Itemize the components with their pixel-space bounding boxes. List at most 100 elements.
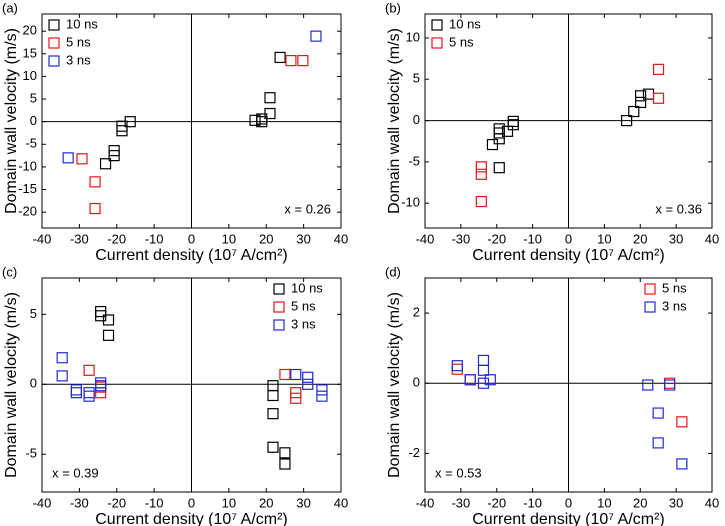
marker (475, 168, 487, 180)
y-tick-label: -10 (18, 158, 37, 173)
x-tick-label: -20 (107, 231, 126, 246)
marker (486, 138, 499, 151)
x-tick-label: -40 (416, 495, 435, 510)
marker (475, 161, 487, 173)
panel-label: (a) (2, 0, 18, 15)
marker (501, 125, 514, 137)
x-tick-label: -20 (107, 495, 126, 510)
marker (267, 389, 279, 402)
annotation: x = 0.39 (52, 465, 99, 480)
legend-marker (644, 301, 656, 313)
x-tick-label: -30 (70, 231, 89, 246)
marker (102, 314, 115, 326)
panel-label: (d) (385, 264, 401, 279)
x-tick-label: -20 (487, 495, 506, 510)
legend-marker (644, 283, 656, 295)
x-tick-label: 10 (222, 231, 236, 246)
y-tick-label: -5 (408, 153, 420, 168)
x-tick-label: -40 (33, 231, 52, 246)
marker (99, 158, 112, 170)
marker (664, 379, 676, 391)
marker (621, 114, 633, 127)
annotation: x = 0.36 (655, 201, 702, 216)
legend-label: 3 ns (66, 52, 91, 67)
x-tick-label: 10 (597, 231, 611, 246)
marker (484, 374, 496, 386)
y-tick-label: 5 (30, 306, 37, 321)
legend-label: 5 ns (449, 34, 474, 49)
x-tick-label: 20 (259, 495, 273, 510)
panel: -40 -30 -20 -10 0 10 20 30 40 -20 -15 -10 -5 0 5 10 15 20… (2, 0, 348, 264)
x-tick-label: -30 (451, 495, 470, 510)
marker (279, 458, 291, 470)
marker (652, 63, 665, 75)
y-tick-label: -20 (18, 204, 37, 219)
legend-marker (273, 319, 285, 331)
y-tick-label: 2 (413, 305, 420, 320)
y-axis-label: Domain wall velocity (m/s) (386, 292, 403, 478)
y-tick-label: -10 (401, 195, 420, 210)
legend-marker (48, 19, 60, 31)
marker (279, 368, 291, 381)
legend-marker (431, 19, 443, 31)
y-tick-label: 5 (413, 71, 420, 86)
marker (507, 115, 519, 128)
marker (316, 390, 328, 402)
panel: -40 -30 -20 -10 0 10 20 30 40 -5 0 5 Current density… (2, 264, 348, 526)
marker (56, 352, 68, 364)
legend-label: 10 ns (291, 280, 323, 295)
y-tick-label: 0 (30, 376, 37, 391)
legend-label: 10 ns (449, 16, 481, 31)
marker (89, 202, 101, 215)
marker (451, 363, 463, 375)
legend-marker (273, 283, 285, 295)
y-tick-label: 10 (406, 29, 420, 44)
annotation: x = 0.26 (284, 201, 331, 216)
marker (290, 368, 302, 381)
y-axis-label: Domain wall velocity (m/s) (386, 28, 403, 214)
x-tick-label: 40 (705, 495, 719, 510)
y-tick-label: 20 (23, 23, 37, 38)
x-axis-label: Current density (10⁷ A/cm²) (472, 247, 665, 264)
marker (297, 55, 309, 67)
marker (102, 329, 115, 341)
legend-label: 5 ns (662, 280, 687, 295)
y-tick-label: -2 (408, 445, 420, 460)
x-tick-label: 40 (334, 495, 348, 510)
marker (62, 152, 74, 164)
x-tick-label: -30 (451, 231, 470, 246)
marker (83, 387, 95, 399)
x-tick-label: 0 (565, 495, 572, 510)
x-tick-label: -10 (523, 495, 542, 510)
marker (493, 162, 505, 174)
marker (76, 153, 88, 165)
x-tick-label: 10 (222, 495, 236, 510)
marker (70, 384, 82, 396)
marker (652, 437, 664, 449)
y-tick-label: -5 (25, 136, 37, 151)
marker (70, 387, 82, 399)
legend-label: 5 ns (291, 298, 316, 313)
marker (95, 377, 107, 389)
x-tick-label: -40 (33, 495, 52, 510)
marker (477, 377, 490, 389)
x-axis-label: Current density (10⁷ A/cm²) (95, 511, 288, 526)
x-tick-label: 30 (296, 495, 310, 510)
x-tick-label: 30 (296, 231, 310, 246)
marker (302, 371, 314, 383)
legend-label: 10 ns (66, 16, 98, 31)
legend-label: 3 ns (291, 316, 316, 331)
y-tick-label: 15 (23, 45, 37, 60)
marker (108, 150, 120, 162)
legend-label: 3 ns (662, 298, 687, 313)
marker (274, 51, 286, 64)
x-tick-label: 0 (188, 231, 195, 246)
marker (83, 364, 95, 376)
marker (652, 92, 665, 104)
x-tick-label: 40 (334, 231, 348, 246)
legend-label: 5 ns (66, 34, 91, 49)
x-tick-label: -10 (523, 231, 542, 246)
marker (267, 408, 279, 420)
